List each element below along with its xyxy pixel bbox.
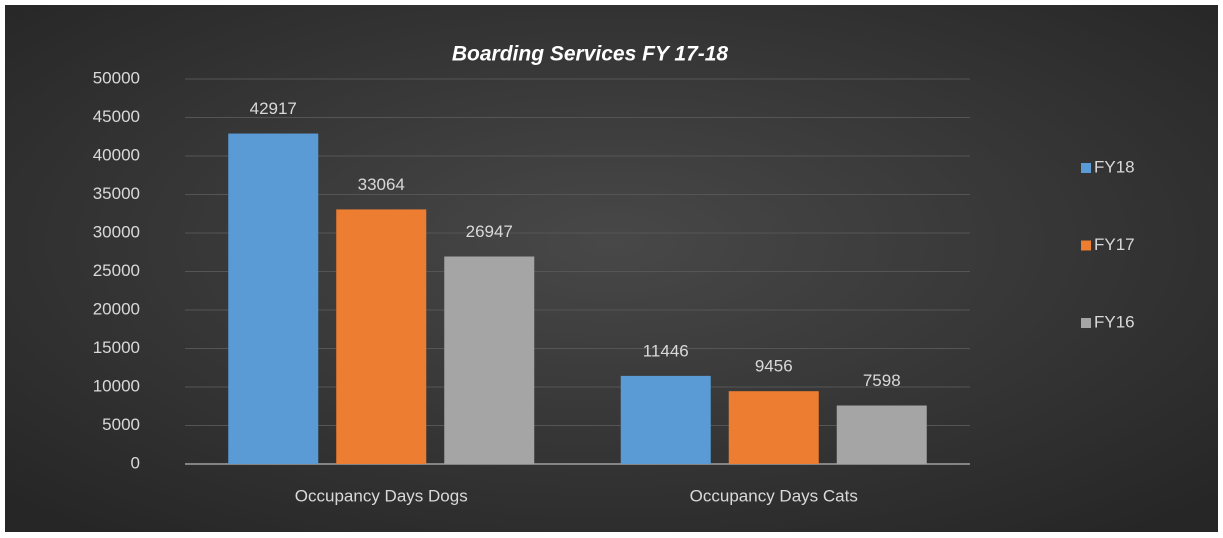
data-label: 26947: [466, 222, 513, 241]
y-tick-label: 25000: [93, 261, 140, 280]
legend-label: FY16: [1094, 312, 1135, 331]
legend-label: FY18: [1094, 157, 1135, 176]
y-tick-label: 30000: [93, 222, 140, 241]
data-label: 7598: [863, 371, 901, 390]
bar: [728, 391, 819, 464]
y-tick-label: 20000: [93, 299, 140, 318]
y-tick-label: 5000: [102, 415, 140, 434]
y-tick-label: 35000: [93, 184, 140, 203]
y-tick-label: 10000: [93, 376, 140, 395]
x-tick-label: Occupancy Days Dogs: [295, 486, 468, 505]
bar: [620, 375, 711, 464]
y-tick-label: 0: [131, 453, 140, 472]
bar: [336, 209, 427, 464]
y-tick-label: 15000: [93, 338, 140, 357]
y-tick-label: 45000: [93, 107, 140, 126]
bar: [444, 256, 535, 464]
legend-swatch: [1081, 163, 1091, 173]
y-tick-label: 40000: [93, 145, 140, 164]
data-label: 9456: [755, 357, 793, 376]
legend-swatch: [1081, 240, 1091, 251]
x-tick-label: Occupancy Days Cats: [690, 486, 858, 505]
bar: [836, 405, 927, 464]
data-label: 33064: [358, 175, 405, 194]
data-label: 42917: [250, 99, 297, 118]
chart-title: Boarding Services FY 17-18: [452, 43, 729, 66]
chart-background: [5, 5, 1218, 532]
y-tick-label: 50000: [93, 68, 140, 87]
bar: [228, 133, 319, 464]
legend-label: FY17: [1094, 235, 1135, 254]
legend-swatch: [1081, 318, 1091, 328]
data-label: 11446: [643, 341, 689, 360]
